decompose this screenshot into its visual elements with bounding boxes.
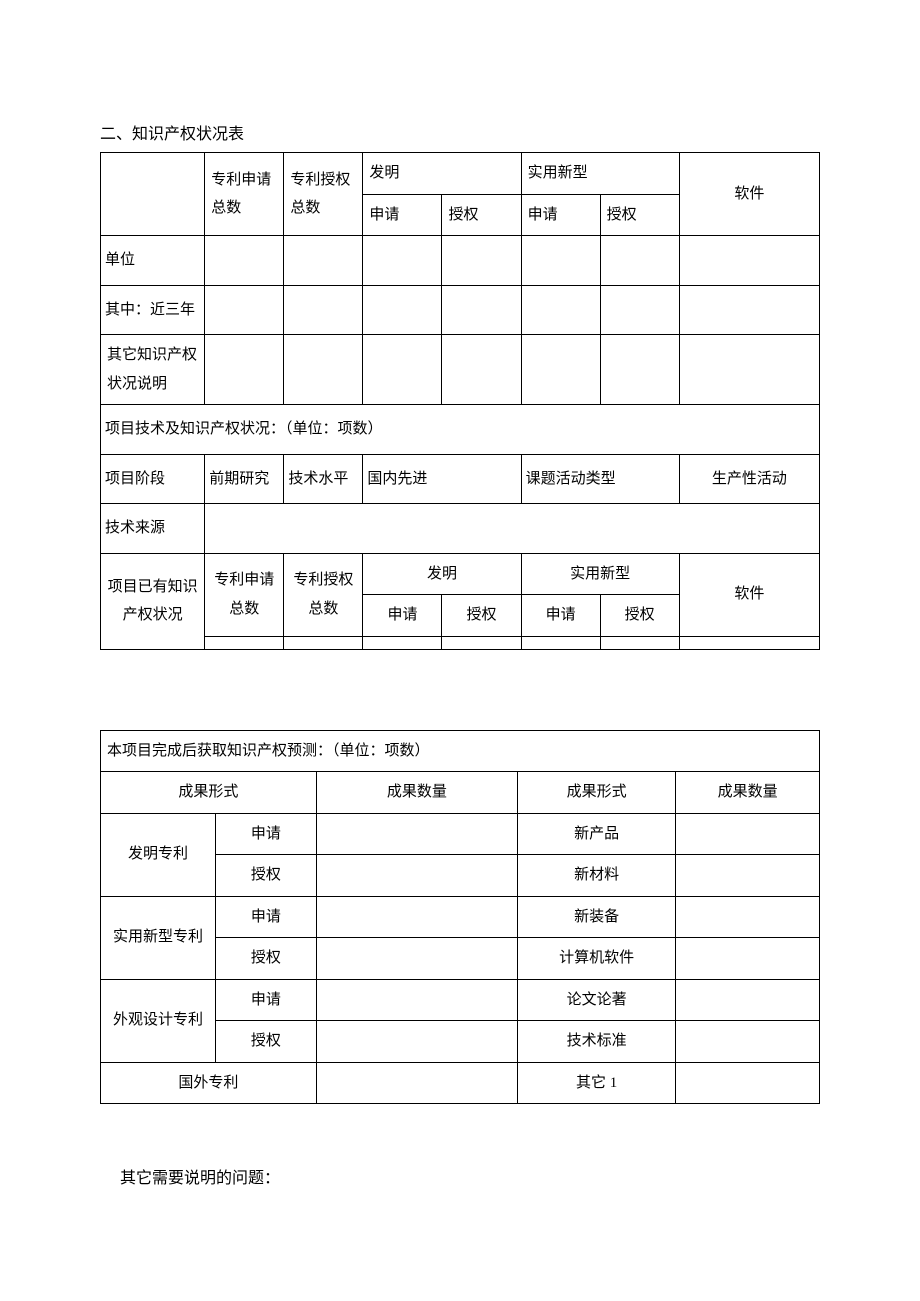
cell-new-product: 新产品 [518,813,676,855]
section-title: 二、知识产权状况表 [100,120,820,144]
header-software: 软件 [679,553,819,636]
header-grant: 授权 [442,595,521,637]
header-grant: 授权 [600,595,679,637]
tech-level-value: 国内先进 [363,454,521,504]
topic-type-value: 生产性活动 [679,454,819,504]
col-result-form: 成果形式 [518,772,676,814]
header-patent-app-total: 专利申请总数 [205,153,284,236]
cell-grant: 授权 [216,1021,317,1063]
cell-new-equipment: 新装备 [518,896,676,938]
cell-apply: 申请 [216,896,317,938]
header-grant: 授权 [442,194,521,236]
cell-grant: 授权 [216,938,317,980]
header-patent-grant-total: 专利授权总数 [284,153,363,236]
cell-tech-standard: 技术标准 [518,1021,676,1063]
table-row [101,636,820,649]
topic-type-label: 课题活动类型 [521,454,679,504]
header-apply: 申请 [521,595,600,637]
header-patent-grant-total: 专利授权总数 [284,553,363,636]
header-patent-app-total: 专利申请总数 [205,553,284,636]
row-design-patent: 外观设计专利 [101,979,216,1062]
row-recent3: 其中：近三年 [101,285,205,335]
table-row: 项目技术及知识产权状况：（单位：项数） [101,405,820,455]
cell-apply: 申请 [216,979,317,1021]
tech-level-label: 技术水平 [284,454,363,504]
header-apply: 申请 [363,595,442,637]
ip-forecast-table: 本项目完成后获取知识产权预测：（单位：项数） 成果形式 成果数量 成果形式 成果… [100,730,820,1105]
cell-other1: 其它 1 [518,1062,676,1104]
header-utility-model: 实用新型 [521,553,679,595]
table-row: 外观设计专利 申请 论文论著 [101,979,820,1021]
table-row: 单位 [101,236,820,286]
col-result-form: 成果形式 [101,772,317,814]
table-row: 技术来源 [101,504,820,554]
table-row: 成果形式 成果数量 成果形式 成果数量 [101,772,820,814]
cell-apply: 申请 [216,813,317,855]
row-utility-patent: 实用新型专利 [101,896,216,979]
cell-grant: 授权 [216,855,317,897]
row-unit: 单位 [101,236,205,286]
header-invention: 发明 [363,553,521,595]
row-other-ip: 其它知识产权状况说明 [101,335,205,405]
project-phase-label: 项目阶段 [101,454,205,504]
cell-software: 计算机软件 [518,938,676,980]
table-row: 其中：近三年 [101,285,820,335]
header-utility-model: 实用新型 [521,153,679,195]
project-phase-value: 前期研究 [205,454,284,504]
table-row: 实用新型专利 申请 新装备 [101,896,820,938]
existing-ip-label: 项目已有知识产权状况 [101,553,205,649]
row-foreign-patent: 国外专利 [101,1062,317,1104]
header-invention: 发明 [363,153,521,195]
table-row: 专利申请总数 专利授权总数 发明 实用新型 软件 [101,153,820,195]
cell-paper: 论文论著 [518,979,676,1021]
footnote: 其它需要说明的问题： [100,1164,820,1188]
table-row: 发明专利 申请 新产品 [101,813,820,855]
header-software: 软件 [679,153,819,236]
ip-status-table: 专利申请总数 专利授权总数 发明 实用新型 软件 申请 授权 申请 授权 单位 … [100,152,820,650]
table-row: 本项目完成后获取知识产权预测：（单位：项数） [101,730,820,772]
table-row: 国外专利 其它 1 [101,1062,820,1104]
row-invention-patent: 发明专利 [101,813,216,896]
col-result-qty: 成果数量 [316,772,517,814]
tech-source-label: 技术来源 [101,504,205,554]
col-result-qty: 成果数量 [676,772,820,814]
header-grant: 授权 [600,194,679,236]
header-apply: 申请 [363,194,442,236]
section-project-tech: 项目技术及知识产权状况：（单位：项数） [101,405,820,455]
table-row: 项目已有知识产权状况 专利申请总数 专利授权总数 发明 实用新型 软件 [101,553,820,595]
table-row: 项目阶段 前期研究 技术水平 国内先进 课题活动类型 生产性活动 [101,454,820,504]
table-row: 其它知识产权状况说明 [101,335,820,405]
forecast-header: 本项目完成后获取知识产权预测：（单位：项数） [101,730,820,772]
cell-new-material: 新材料 [518,855,676,897]
header-apply: 申请 [521,194,600,236]
